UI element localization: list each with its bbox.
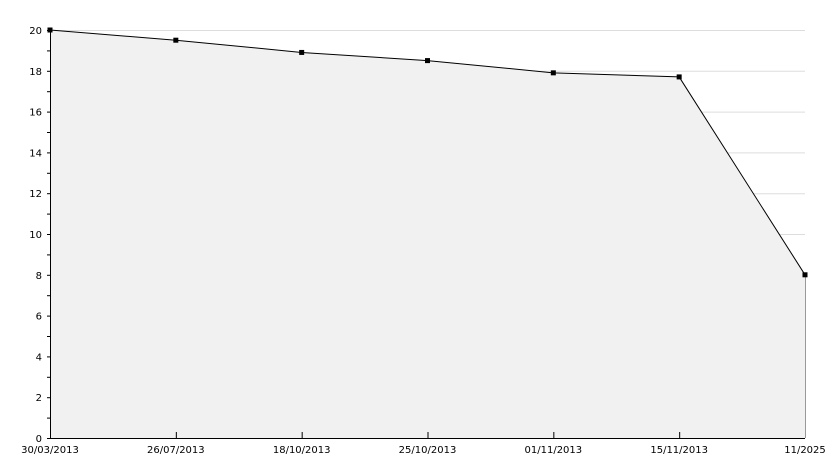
y-tick-label: 10: [29, 230, 42, 241]
data-point-marker: [173, 37, 179, 43]
x-tick-label: 25/10/2013: [399, 445, 457, 456]
data-point-marker: [47, 27, 53, 33]
y-tick-label: 14: [29, 148, 42, 159]
y-tick-label: 18: [29, 67, 42, 78]
y-tick-label: 4: [36, 352, 42, 363]
x-tick-label: 26/07/2013: [147, 445, 205, 456]
x-tick-label: 11/2025: [784, 445, 826, 456]
x-tick-label: 15/11/2013: [650, 445, 708, 456]
x-tick-label: 18/10/2013: [273, 445, 331, 456]
area-fill: [50, 30, 805, 438]
x-tick-label: 30/03/2013: [21, 445, 79, 456]
data-point-marker: [676, 74, 682, 80]
data-point-marker: [425, 58, 430, 64]
data-point-marker: [802, 272, 808, 278]
y-tick-label: 0: [36, 434, 42, 445]
y-tick-label: 16: [29, 108, 42, 119]
data-point-marker: [550, 70, 556, 76]
data-point-marker: [299, 49, 305, 55]
y-tick-label: 12: [29, 189, 42, 200]
y-tick-label: 20: [29, 26, 42, 37]
x-tick-label: 01/11/2013: [525, 445, 583, 456]
y-tick-label: 8: [36, 271, 42, 282]
y-tick-label: 2: [36, 393, 42, 404]
y-tick-label: 6: [36, 312, 42, 323]
